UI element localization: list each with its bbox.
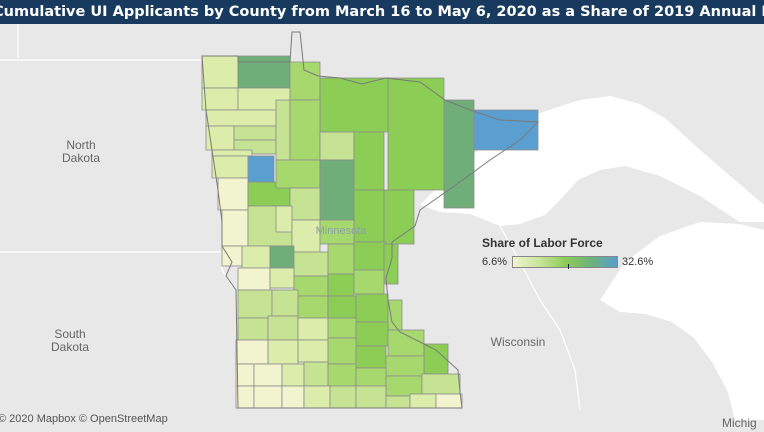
county-shape[interactable] <box>289 187 321 221</box>
county-shape[interactable] <box>281 363 305 387</box>
county-shape[interactable] <box>327 317 357 339</box>
legend-gradient-bar <box>512 256 618 268</box>
county-shape[interactable] <box>233 125 277 141</box>
county-shape[interactable] <box>353 189 385 243</box>
county-shape[interactable] <box>385 355 425 377</box>
county-shape[interactable] <box>319 159 355 221</box>
county-shape[interactable] <box>327 337 357 365</box>
county-shape[interactable] <box>303 385 331 409</box>
legend-median-tick <box>568 264 569 269</box>
county-shape[interactable] <box>383 189 415 245</box>
county-shape[interactable] <box>473 109 539 151</box>
legend-min-label: 6.6% <box>482 256 508 268</box>
county-shape[interactable] <box>201 87 239 111</box>
county-shape[interactable] <box>289 99 321 161</box>
county-shape[interactable] <box>329 385 357 409</box>
county-shape[interactable] <box>293 251 329 277</box>
county-shape[interactable] <box>241 245 271 269</box>
label-wisconsin: Wisconsin <box>490 335 546 349</box>
county-shape[interactable] <box>353 131 385 191</box>
county-shape[interactable] <box>387 77 445 191</box>
choropleth-map[interactable] <box>0 24 764 432</box>
county-shape[interactable] <box>205 109 277 127</box>
county-shape[interactable] <box>267 339 299 365</box>
county-shape[interactable] <box>237 267 271 291</box>
color-legend: Share of Labor Force 6.6% 32.6% <box>470 236 654 276</box>
county-shape[interactable] <box>289 61 321 101</box>
lake-superior <box>420 96 764 226</box>
county-shape[interactable] <box>435 393 463 409</box>
lake-michigan <box>600 222 764 420</box>
county-shape[interactable] <box>221 209 249 247</box>
county-shape[interactable] <box>319 77 389 133</box>
county-shape[interactable] <box>275 99 291 161</box>
county-shape[interactable] <box>355 385 387 409</box>
county-shape[interactable] <box>271 289 299 317</box>
label-south-dakota: South Dakota <box>50 327 90 354</box>
county-shape[interactable] <box>409 393 437 409</box>
label-michigan: Michig <box>722 416 757 430</box>
county-shape[interactable] <box>387 329 425 357</box>
county-shape[interactable] <box>267 315 299 341</box>
county-shape[interactable] <box>327 243 355 275</box>
label-north-dakota: North Dakota <box>61 138 101 165</box>
county-shape[interactable] <box>353 241 387 271</box>
county-shape[interactable] <box>421 373 461 395</box>
county-shape[interactable] <box>281 385 305 409</box>
county-shape[interactable] <box>443 99 475 209</box>
county-shape[interactable] <box>355 367 387 387</box>
county-shape[interactable] <box>275 159 321 189</box>
county-shape[interactable] <box>293 275 329 297</box>
legend-max-label: 32.6% <box>622 256 654 268</box>
county-shape[interactable] <box>237 55 291 89</box>
county-shape[interactable] <box>211 149 253 157</box>
county-shape[interactable] <box>327 295 357 319</box>
county-shape[interactable] <box>247 155 275 183</box>
minnesota-outline <box>201 31 540 409</box>
map-attribution[interactable]: © 2020 Mapbox © OpenStreetMap <box>0 413 168 425</box>
county-shape[interactable] <box>297 339 329 363</box>
map-title: Cumulative UI Applicants by County from … <box>0 0 764 24</box>
county-shape[interactable] <box>253 385 283 409</box>
county-layer <box>201 55 539 409</box>
county-shape[interactable] <box>355 345 387 369</box>
county-shape[interactable] <box>353 269 385 295</box>
county-shape[interactable] <box>355 293 389 323</box>
county-shape[interactable] <box>269 245 295 269</box>
county-shape[interactable] <box>235 385 255 409</box>
county-shape[interactable] <box>319 219 355 245</box>
county-shape[interactable] <box>275 205 293 233</box>
county-shape[interactable] <box>319 131 355 161</box>
county-shape[interactable] <box>385 375 423 397</box>
county-shape[interactable] <box>327 273 355 297</box>
county-shape[interactable] <box>385 395 411 409</box>
county-shape[interactable] <box>217 177 249 211</box>
legend-title: Share of Labor Force <box>482 236 603 250</box>
county-shape[interactable] <box>237 317 269 341</box>
county-shape[interactable] <box>235 339 269 365</box>
county-shape[interactable] <box>253 363 283 387</box>
county-shape[interactable] <box>297 295 329 319</box>
label-minnesota: Minnesota <box>315 225 367 237</box>
county-shape[interactable] <box>423 343 449 375</box>
county-shape[interactable] <box>303 361 329 387</box>
county-shape[interactable] <box>201 55 239 89</box>
county-shape[interactable] <box>235 363 255 387</box>
county-shape[interactable] <box>237 289 273 319</box>
county-shape[interactable] <box>297 317 329 341</box>
county-shape[interactable] <box>355 321 389 347</box>
county-shape[interactable] <box>327 363 357 387</box>
county-shape[interactable] <box>211 155 249 179</box>
county-shape[interactable] <box>269 267 295 289</box>
